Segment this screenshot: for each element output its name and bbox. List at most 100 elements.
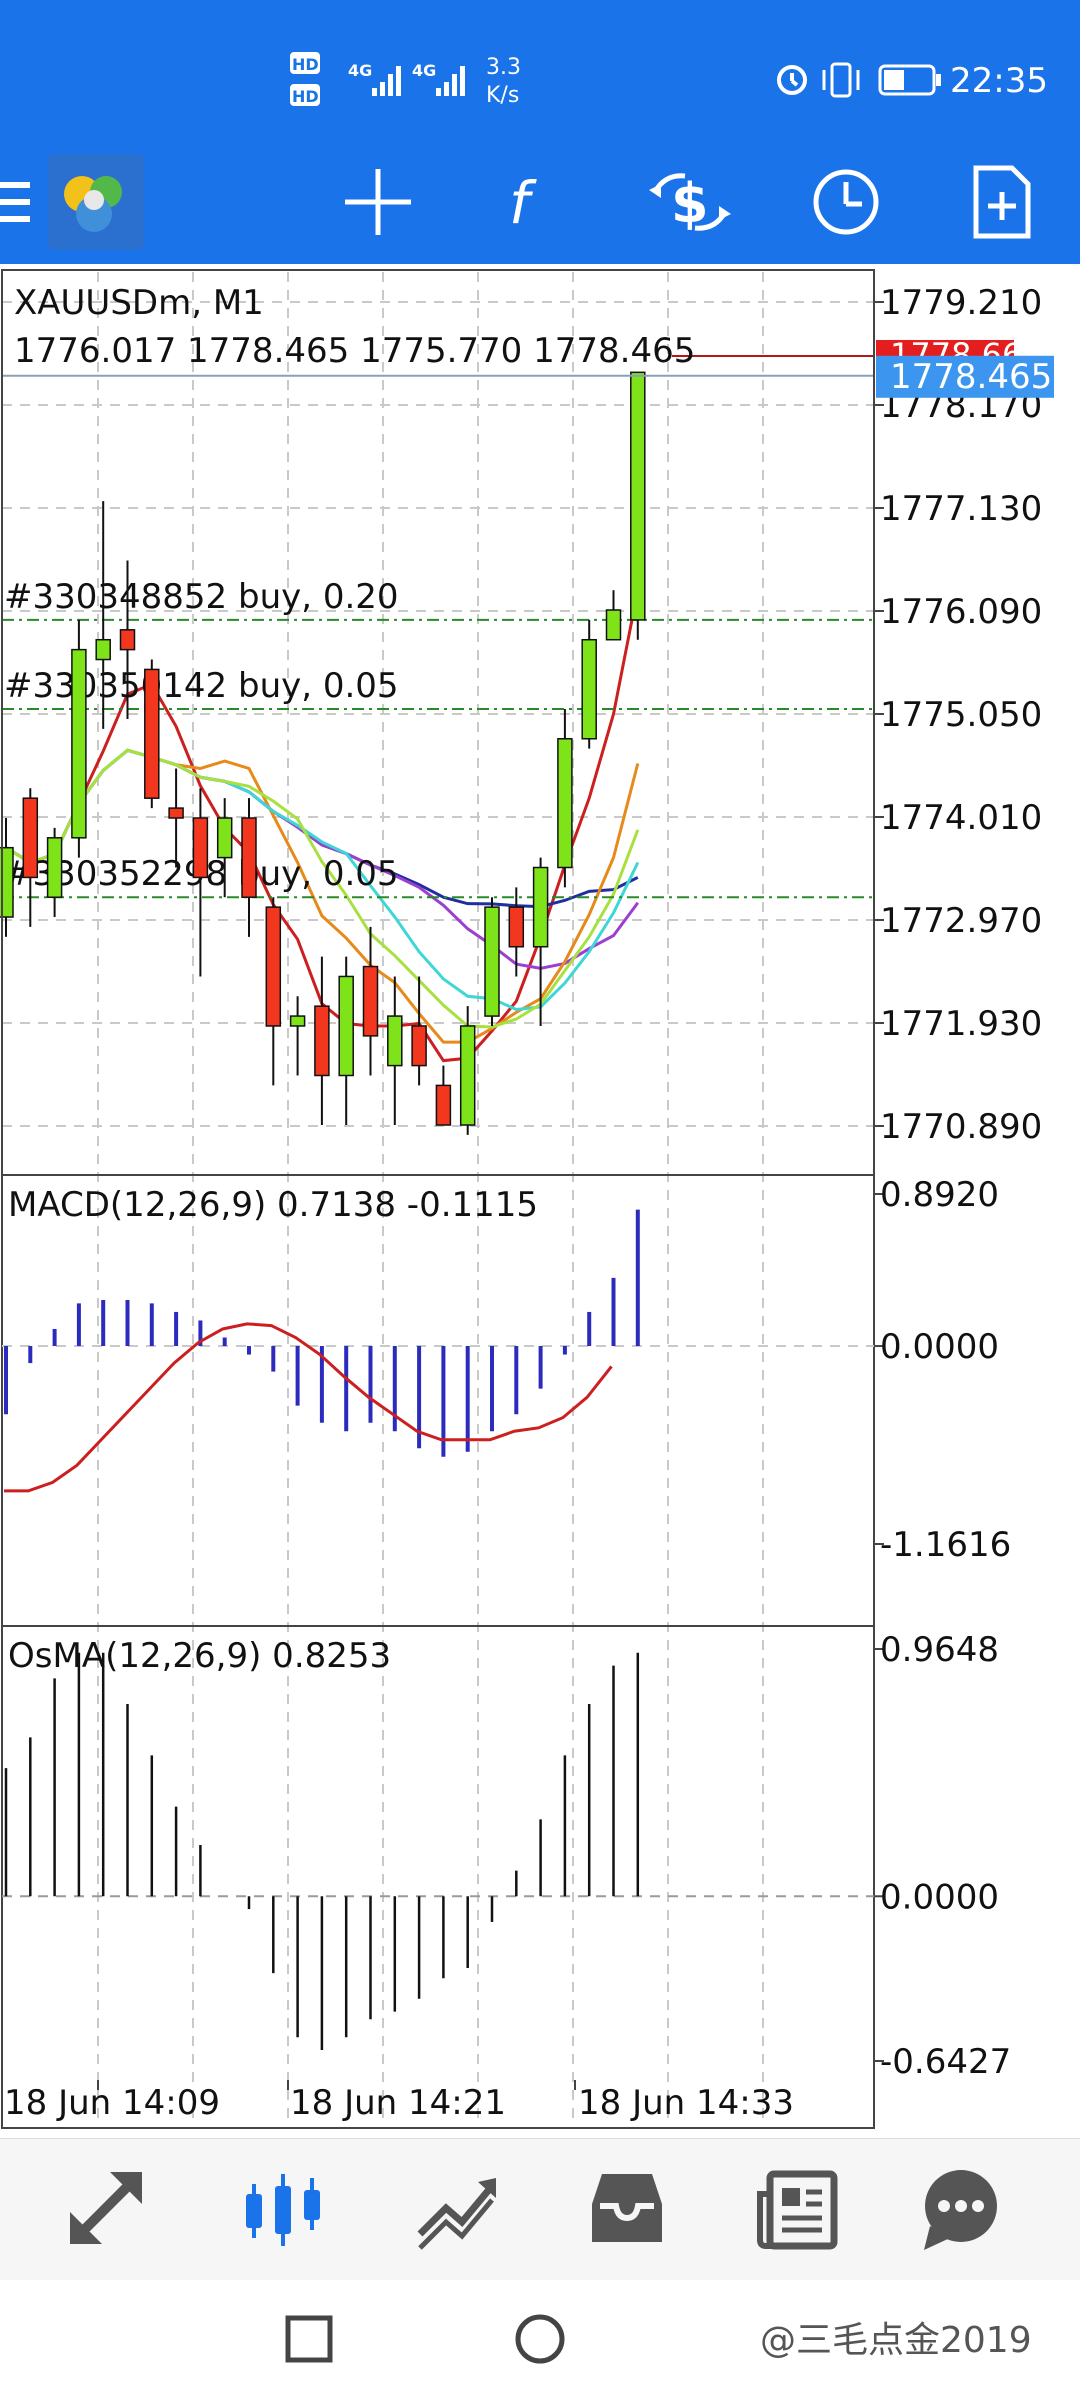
candle-body bbox=[435, 1084, 452, 1126]
signal2-icon bbox=[436, 66, 465, 96]
macd-axis-label: 0.8920 bbox=[880, 1175, 999, 1215]
price-axis: 1779.2101778.1701777.1301776.0901775.050… bbox=[2, 283, 1054, 1147]
system-navigation: @三毛点金2019 bbox=[0, 2280, 1080, 2400]
hd1-text: HD 1 bbox=[292, 55, 335, 74]
macd-axis-label: -1.1616 bbox=[880, 1525, 1011, 1565]
svg-text:f: f bbox=[509, 169, 537, 237]
osma-axis-label: 0.9648 bbox=[880, 1630, 999, 1670]
candle-body bbox=[630, 371, 646, 621]
price-label: 1770.890 bbox=[880, 1107, 1042, 1147]
price-label: 1774.010 bbox=[880, 798, 1042, 838]
candle-body bbox=[95, 638, 111, 661]
candle-body bbox=[168, 807, 184, 819]
candle-body bbox=[119, 629, 136, 651]
metatrader-logo[interactable] bbox=[48, 154, 144, 250]
status-bar-canvas: HD 1 HD 2 4G 4G 3.3 K/s 22:35 bbox=[290, 52, 1048, 108]
candle-body bbox=[411, 1025, 427, 1067]
candle-body bbox=[484, 906, 500, 1017]
price-label: 1771.930 bbox=[880, 1004, 1042, 1044]
price-label: 1779.210 bbox=[880, 283, 1042, 323]
candle-body bbox=[314, 1005, 330, 1077]
price-label: 1775.050 bbox=[880, 695, 1042, 735]
candle-body bbox=[144, 668, 160, 799]
osma-title: OsMA(12,26,9) 0.8253 bbox=[8, 1636, 391, 1676]
macd-axis-label: 0.0000 bbox=[880, 1327, 999, 1367]
candle-body bbox=[459, 1025, 476, 1126]
history-chart-icon[interactable] bbox=[402, 2159, 512, 2259]
hd2-text: HD 2 bbox=[292, 87, 335, 106]
candle-body bbox=[508, 906, 525, 948]
order-lines: #330348852 buy, 0.20 #330350142 buy, 0.05… bbox=[2, 577, 874, 899]
candle-body bbox=[605, 609, 622, 641]
battery-icon bbox=[878, 64, 941, 96]
crosshair-icon[interactable] bbox=[330, 154, 426, 250]
watermark-text: @三毛点金2019 bbox=[760, 2320, 1032, 2361]
candle-body bbox=[216, 817, 233, 859]
chart-area[interactable]: #330348852 buy, 0.20 #330350142 buy, 0.05… bbox=[0, 264, 1080, 2138]
time-label: 18 Jun 14:33 bbox=[578, 2083, 794, 2123]
candle-body bbox=[338, 975, 354, 1077]
candle-body bbox=[192, 817, 209, 879]
candle-body bbox=[46, 837, 63, 898]
candle-body bbox=[265, 906, 282, 1027]
candles bbox=[0, 371, 646, 1135]
price-label: 1777.130 bbox=[880, 489, 1042, 529]
candle-body bbox=[362, 965, 379, 1037]
clock-time: 22:35 bbox=[950, 61, 1048, 101]
order-label: #330350142 buy, 0.05 bbox=[4, 666, 399, 706]
home-button[interactable] bbox=[515, 2314, 565, 2364]
osma-axis-label: -0.6427 bbox=[880, 2042, 1011, 2082]
candle-body bbox=[22, 797, 39, 879]
hd2-badge bbox=[290, 84, 320, 106]
candle-body bbox=[532, 866, 549, 948]
net1-text: 4G bbox=[348, 61, 372, 80]
time-axis: 18 Jun 14:09 18 Jun 14:21 18 Jun 14:33 bbox=[4, 2080, 794, 2123]
function-icon[interactable]: f bbox=[482, 154, 578, 250]
macd-title: MACD(12,26,9) 0.7138 -0.1115 bbox=[8, 1185, 538, 1225]
candle-body bbox=[581, 638, 597, 740]
candles-icon[interactable] bbox=[228, 2159, 338, 2259]
speed-value: 3.3 bbox=[486, 55, 521, 80]
menu-icon[interactable] bbox=[0, 154, 40, 250]
price-label: 1776.090 bbox=[880, 592, 1042, 632]
price-label: 1772.970 bbox=[880, 901, 1042, 941]
bid-badge bbox=[876, 355, 1054, 398]
candle-body bbox=[557, 738, 573, 869]
inbox-icon[interactable] bbox=[572, 2159, 682, 2259]
status-bar: HD 1 HD 2 4G 4G 3.3 K/s 22:35 bbox=[0, 0, 1080, 140]
osma-panel: 0.9648 0.0000 -0.6427 bbox=[2, 1630, 1011, 2082]
hd1-badge bbox=[290, 52, 320, 74]
time-label: 18 Jun 14:09 bbox=[4, 2083, 220, 2123]
candle-body bbox=[289, 1015, 306, 1027]
vibrate-icon bbox=[822, 62, 860, 98]
clock-icon[interactable] bbox=[798, 154, 894, 250]
dollar-exchange-icon[interactable]: $ bbox=[642, 154, 738, 250]
chart-canvas[interactable]: #330348852 buy, 0.20 #330350142 buy, 0.05… bbox=[0, 264, 1080, 2138]
speed-unit: K/s bbox=[486, 83, 519, 108]
news-icon[interactable] bbox=[744, 2159, 854, 2259]
chart-frame bbox=[1, 269, 875, 2129]
chart-grid bbox=[2, 272, 874, 2126]
ma-lime-line bbox=[5, 748, 640, 1029]
ohlc-readout: 1776.017 1778.465 1775.770 1778.465 bbox=[14, 331, 695, 371]
chat-icon[interactable] bbox=[906, 2159, 1016, 2259]
new-document-icon[interactable] bbox=[954, 154, 1050, 250]
bid-label: 1778.465 bbox=[890, 357, 1052, 397]
symbol-title: XAUUSDm, M1 bbox=[14, 283, 264, 323]
trade-arrows-icon[interactable] bbox=[52, 2159, 162, 2259]
candle-body bbox=[387, 1015, 403, 1067]
macd-panel: 0.8920 0.0000 -1.1616 bbox=[2, 1175, 1011, 1565]
candle-body bbox=[0, 846, 14, 918]
macd-signal-line bbox=[4, 1322, 613, 1493]
recent-apps-button[interactable] bbox=[285, 2315, 333, 2363]
alarm-icon bbox=[777, 65, 807, 95]
order-label: #330348852 buy, 0.20 bbox=[4, 577, 399, 617]
time-label: 18 Jun 14:21 bbox=[290, 2083, 506, 2123]
candle-body bbox=[71, 648, 87, 839]
signal1-icon bbox=[372, 66, 401, 96]
osma-axis-label: 0.0000 bbox=[880, 1877, 999, 1917]
net2-text: 4G bbox=[412, 61, 436, 80]
svg-text:$: $ bbox=[671, 172, 709, 235]
bottom-navigation bbox=[0, 2138, 1080, 2281]
candle-body bbox=[241, 817, 257, 898]
